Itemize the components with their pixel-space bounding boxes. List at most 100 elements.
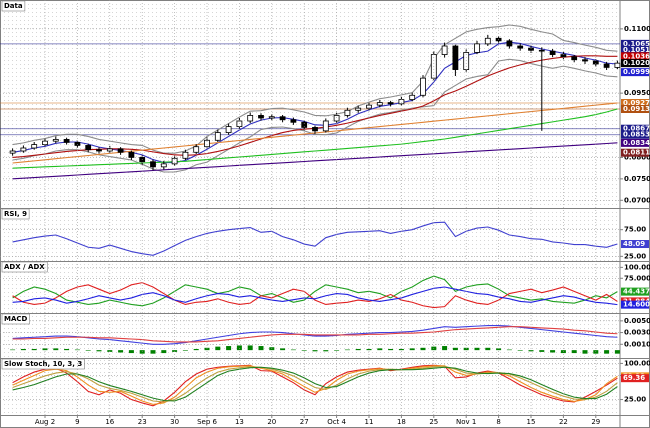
panel-title-background: [1, 0, 26, 12]
histogram-bar: [517, 350, 523, 351]
histogram-bar: [74, 349, 80, 351]
x-tick-label: 11: [365, 418, 374, 426]
y-tick-label: 0.0950: [624, 89, 650, 97]
histogram-bar: [280, 348, 286, 351]
value-marker: [621, 130, 649, 139]
x-tick-label: 20: [267, 418, 276, 426]
value-marker-label: 0.1051: [623, 46, 650, 54]
histogram-bar: [20, 348, 26, 351]
histogram-bar: [420, 347, 426, 351]
x-tick-label: 27: [300, 418, 309, 426]
y-tick-label: 0.0750: [624, 175, 650, 183]
histogram-bar: [182, 350, 188, 351]
histogram-bar: [53, 348, 59, 351]
candle-body: [322, 120, 329, 132]
value-marker-label: 0.1020: [623, 59, 650, 67]
value-marker: [621, 45, 649, 54]
value-marker-label: 0.0811: [623, 149, 650, 157]
x-tick-label: 16: [105, 418, 114, 426]
histogram-bar: [604, 350, 610, 354]
histogram-bar: [474, 347, 480, 351]
candle-body: [517, 45, 524, 49]
candle-body: [247, 115, 254, 122]
y-tick-label: 0.0800: [624, 153, 650, 161]
histogram-bar: [42, 348, 48, 351]
histogram-bar: [355, 348, 361, 351]
indicator-line: [12, 364, 618, 407]
candle-body: [128, 151, 135, 158]
indicator-line: [12, 108, 618, 169]
candle-body: [474, 43, 480, 53]
histogram-bar: [550, 350, 556, 353]
value-marker-label: 0.0913: [623, 105, 650, 113]
panel-title-background: [1, 358, 85, 370]
histogram-bar: [301, 350, 307, 351]
candle-body: [182, 151, 189, 159]
value-marker: [621, 300, 649, 309]
panel-title: ADX / ADX: [4, 263, 45, 271]
indicator-line: [12, 142, 618, 180]
y-tick-label: 100.0000: [624, 263, 650, 271]
candle-body: [9, 150, 16, 154]
histogram-bar: [614, 350, 620, 354]
value-marker: [621, 374, 649, 383]
y-tick-label: 75.0000: [624, 274, 650, 282]
histogram-bar: [571, 350, 577, 354]
indicator-line: [12, 41, 618, 164]
x-tick-label: 18: [397, 418, 406, 426]
histogram-bar: [323, 350, 329, 352]
indicator-line: [12, 24, 618, 154]
candle-body: [117, 148, 124, 153]
histogram-bar: [258, 346, 264, 351]
histogram-bar: [290, 349, 296, 351]
value-marker-label: 0.0834: [623, 139, 650, 147]
x-tick-label: Nov 1: [456, 418, 476, 426]
histogram-bar: [226, 346, 232, 351]
candle-body: [355, 107, 362, 111]
panel-title: MACD: [4, 315, 28, 323]
indicator-line: [12, 221, 618, 256]
indicator-line: [12, 365, 618, 405]
y-tick-label: 25.00: [624, 396, 646, 404]
histogram-bar: [64, 348, 70, 351]
plot-background: [0, 0, 620, 415]
histogram-bar: [344, 349, 350, 351]
x-tick-label: 15: [527, 418, 536, 426]
x-tick-label: 30: [170, 418, 179, 426]
panel-title-background: [1, 261, 48, 273]
histogram-bar: [366, 348, 372, 351]
candle-body: [506, 40, 513, 47]
panel-title: Data: [4, 2, 23, 10]
candle-body: [484, 37, 491, 45]
indicator-line: [12, 366, 618, 402]
value-marker-label: 0.0853: [623, 131, 650, 139]
candle-body: [31, 144, 38, 149]
candle-body: [571, 56, 578, 61]
value-marker-label: 0.1036: [623, 52, 650, 60]
histogram-bar: [582, 350, 588, 354]
y-tick-label: 0.0050: [624, 317, 650, 325]
y-tick-label: 75.00: [624, 226, 646, 234]
panel-title: RSI, 9: [4, 210, 27, 218]
histogram-bar: [377, 348, 383, 351]
candle-body: [398, 99, 405, 105]
value-marker-label: 0.0927: [623, 99, 650, 107]
value-marker: [621, 105, 649, 113]
value-marker-label: 0.1065: [623, 40, 650, 48]
candle-body: [409, 94, 416, 100]
candle-body: [279, 116, 286, 121]
indicator-line: [12, 365, 618, 403]
value-marker: [621, 124, 649, 133]
candle-body: [258, 115, 264, 119]
value-marker: [621, 39, 649, 48]
histogram-bar: [398, 348, 404, 351]
value-marker-label: 14.6006: [623, 301, 650, 309]
candle-body: [52, 139, 59, 142]
y-tick-label: 0.0030: [624, 329, 650, 337]
candle-body: [85, 145, 92, 151]
indicator-line: [12, 282, 618, 309]
x-tick-label: 8: [496, 418, 500, 426]
candle-body: [214, 132, 221, 141]
candle-body: [225, 126, 232, 133]
histogram-bar: [247, 345, 253, 351]
